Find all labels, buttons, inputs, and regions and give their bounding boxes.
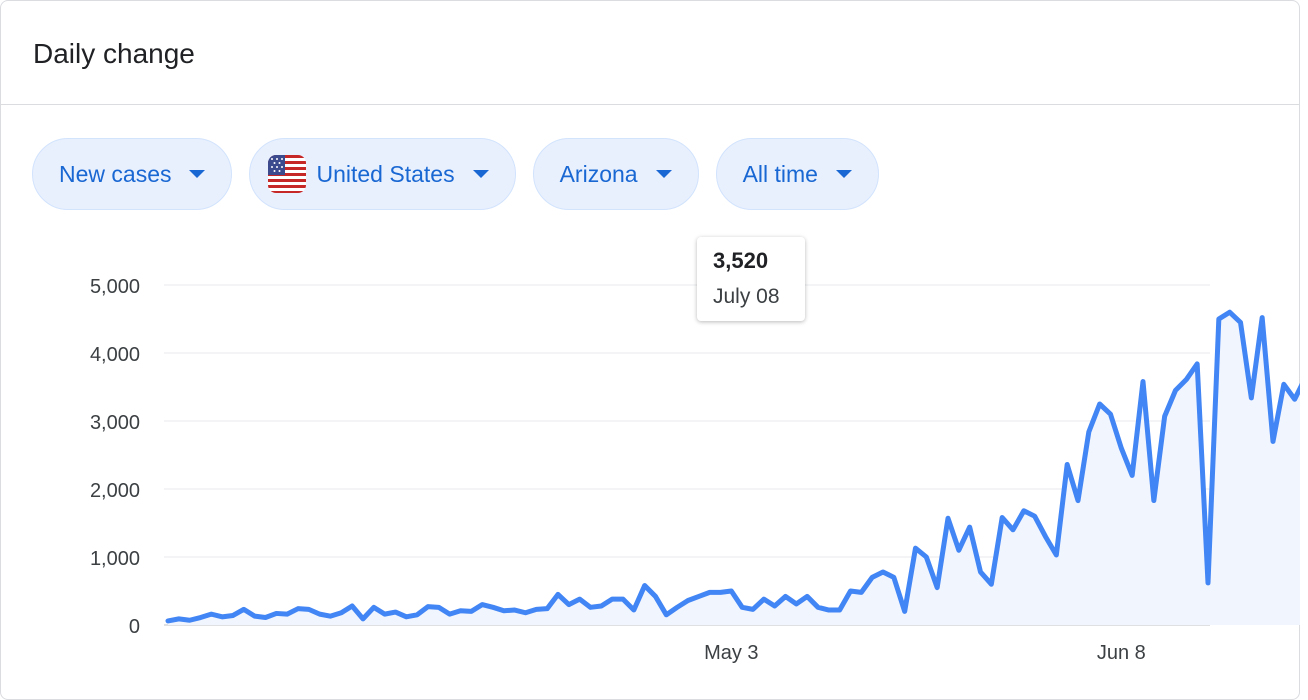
series-area [168, 312, 1300, 625]
tooltip-value: 3,520 [713, 248, 769, 273]
x-tick-label: May 3 [704, 642, 758, 664]
y-tick-label: 4,000 [90, 344, 140, 366]
time-range-dropdown[interactable]: All time [715, 138, 879, 210]
filter-bar: New cases [32, 138, 879, 210]
y-tick-label: 1,000 [90, 548, 140, 570]
region-dropdown[interactable]: Arizona [532, 138, 699, 210]
y-tick-label: 0 [129, 616, 140, 638]
us-flag-icon [268, 155, 307, 193]
caret-down-icon [472, 170, 489, 178]
card-title: Daily change [33, 38, 195, 69]
series-line [165, 309, 1300, 624]
caret-down-icon [655, 170, 672, 178]
region-dropdown-label: Arizona [559, 160, 638, 187]
y-tick-label: 5,000 [90, 276, 140, 298]
time-range-dropdown-label: All time [742, 160, 818, 187]
x-tick-label: Jun 8 [1097, 642, 1146, 664]
metric-dropdown-label: New cases [59, 160, 172, 187]
country-dropdown[interactable]: United States [249, 138, 516, 210]
y-tick-label: 3,000 [90, 412, 140, 434]
chart-tooltip: 3,520 July 08 [697, 237, 805, 321]
y-tick-label: 2,000 [90, 480, 140, 502]
caret-down-icon [189, 170, 206, 178]
metric-dropdown[interactable]: New cases [32, 138, 233, 210]
caret-down-icon [835, 170, 852, 178]
card-header: Daily change [1, 1, 1299, 105]
tooltip-date: July 08 [713, 285, 780, 308]
country-dropdown-label: United States [316, 160, 455, 187]
